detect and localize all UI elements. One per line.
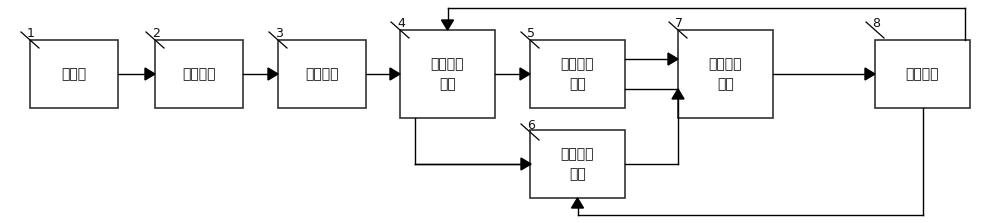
- Text: 置位复位: 置位复位: [561, 147, 594, 161]
- Text: 3: 3: [275, 27, 283, 40]
- Bar: [875, 40, 970, 108]
- Bar: [155, 40, 243, 108]
- Text: 开关储能: 开关储能: [431, 57, 464, 71]
- Bar: [530, 40, 625, 108]
- Bar: [530, 130, 625, 198]
- Text: 差分模块: 差分模块: [182, 67, 216, 81]
- Text: 信号源: 信号源: [61, 67, 87, 81]
- Polygon shape: [572, 198, 584, 208]
- Polygon shape: [442, 20, 454, 30]
- Text: 6: 6: [527, 119, 535, 132]
- Bar: [400, 30, 495, 118]
- Text: 模块: 模块: [717, 77, 734, 91]
- Polygon shape: [672, 89, 684, 99]
- Polygon shape: [268, 68, 278, 80]
- Polygon shape: [668, 53, 678, 65]
- Bar: [30, 40, 118, 108]
- Text: 电压比较: 电压比较: [561, 57, 594, 71]
- Text: 5: 5: [527, 27, 535, 40]
- Polygon shape: [390, 68, 400, 80]
- Text: 2: 2: [152, 27, 160, 40]
- Polygon shape: [520, 68, 530, 80]
- Polygon shape: [145, 68, 155, 80]
- Text: 模块: 模块: [439, 77, 456, 91]
- Text: 滤波模块: 滤波模块: [906, 67, 939, 81]
- Text: 模块: 模块: [569, 77, 586, 91]
- Polygon shape: [865, 68, 875, 80]
- Text: 4: 4: [397, 17, 405, 30]
- Bar: [278, 40, 366, 108]
- Text: 模块: 模块: [569, 167, 586, 181]
- Text: 逻辑选择: 逻辑选择: [709, 57, 742, 71]
- Text: 8: 8: [872, 17, 880, 30]
- Text: 1: 1: [27, 27, 35, 40]
- Polygon shape: [521, 158, 531, 170]
- Bar: [678, 30, 773, 118]
- Text: 分压模块: 分压模块: [305, 67, 339, 81]
- Text: 7: 7: [675, 17, 683, 30]
